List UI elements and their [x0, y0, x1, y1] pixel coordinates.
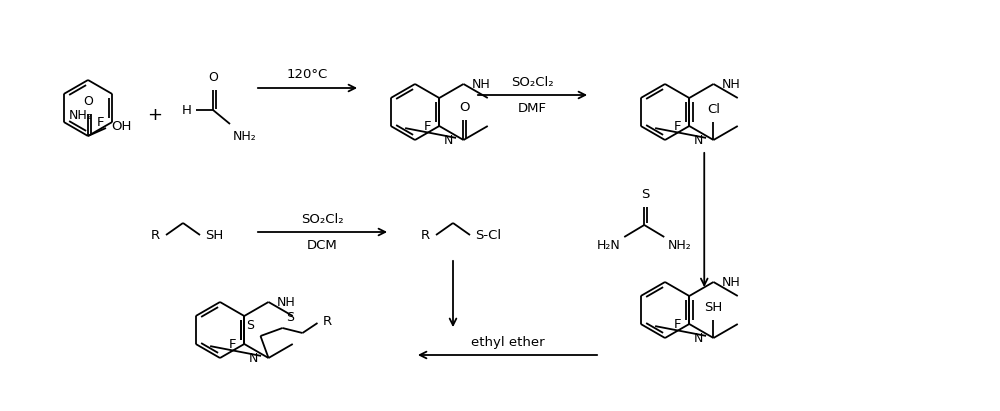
Text: SH: SH — [704, 301, 723, 314]
Text: NH: NH — [721, 78, 740, 90]
Text: S: S — [246, 319, 254, 332]
Text: F: F — [674, 120, 681, 132]
Text: 120°C: 120°C — [287, 69, 328, 81]
Text: R: R — [151, 229, 160, 242]
Text: H: H — [182, 104, 192, 116]
Text: NH₂: NH₂ — [668, 239, 692, 252]
Text: SO₂Cl₂: SO₂Cl₂ — [511, 76, 554, 88]
Text: H₂N: H₂N — [596, 239, 620, 252]
Text: SH: SH — [205, 229, 223, 242]
Text: N: N — [694, 134, 704, 147]
Text: N: N — [249, 352, 259, 365]
Text: S: S — [286, 311, 294, 324]
Text: O: O — [83, 95, 93, 108]
Text: OH: OH — [111, 120, 131, 132]
Text: DCM: DCM — [307, 238, 338, 252]
Text: NH: NH — [471, 78, 490, 90]
Text: SO₂Cl₂: SO₂Cl₂ — [301, 212, 344, 226]
Text: F: F — [97, 115, 104, 129]
Text: O: O — [459, 101, 470, 114]
Text: F: F — [674, 318, 681, 330]
Text: +: + — [148, 106, 162, 124]
Text: NH: NH — [276, 296, 295, 309]
Text: S-Cl: S-Cl — [475, 229, 501, 242]
Text: S: S — [641, 188, 649, 201]
Text: N: N — [444, 134, 454, 147]
Text: R: R — [421, 229, 430, 242]
Text: ethyl ether: ethyl ether — [471, 335, 544, 349]
Text: F: F — [424, 120, 431, 132]
Text: NH: NH — [721, 275, 740, 289]
Text: N: N — [694, 332, 704, 345]
Text: NH₂: NH₂ — [233, 130, 257, 143]
Text: Cl: Cl — [707, 103, 720, 116]
Text: R: R — [322, 314, 332, 328]
Text: O: O — [208, 71, 218, 84]
Text: DMF: DMF — [518, 102, 547, 115]
Text: F: F — [229, 337, 236, 351]
Text: NH₂: NH₂ — [69, 109, 93, 122]
